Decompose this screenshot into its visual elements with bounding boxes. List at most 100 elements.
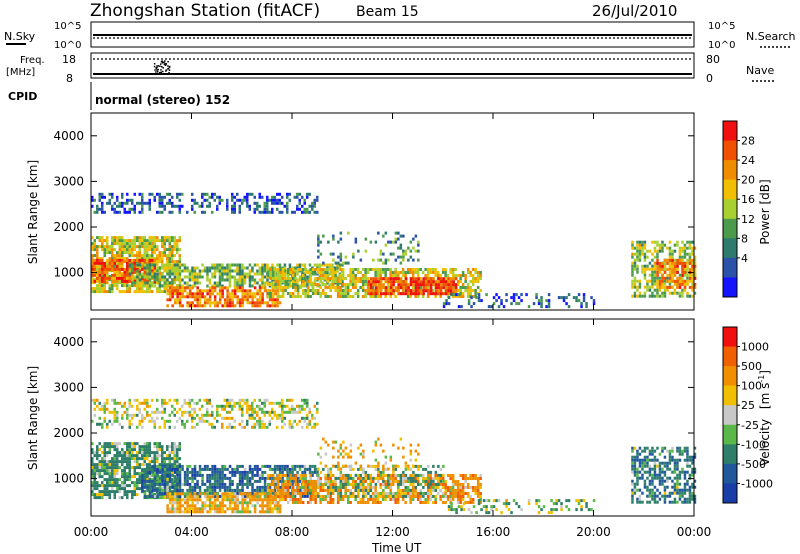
- heatmap-cell: [158, 275, 162, 279]
- heatmap-cell: [686, 252, 689, 256]
- heatmap-cell: [131, 278, 134, 282]
- heatmap-cell: [168, 498, 172, 502]
- heatmap-cell: [161, 236, 164, 240]
- heatmap-cell: [153, 475, 156, 479]
- heatmap-cell: [178, 198, 181, 202]
- heatmap-cell: [206, 289, 209, 293]
- heatmap-cell: [178, 286, 182, 290]
- heatmap-cell: [311, 268, 315, 271]
- heatmap-cell: [91, 273, 94, 277]
- heatmap-cell: [203, 482, 207, 486]
- heatmap-cell: [273, 401, 276, 405]
- heatmap-cell: [126, 478, 129, 482]
- heatmap-cell: [183, 494, 187, 498]
- heatmap-cell: [643, 270, 647, 274]
- heatmap-cell: [91, 451, 94, 455]
- heatmap-cell: [387, 277, 390, 281]
- heatmap-cell: [96, 257, 99, 261]
- heatmap-cell: [176, 239, 179, 243]
- heatmap-cell: [203, 419, 206, 423]
- heatmap-cell: [391, 286, 395, 289]
- heatmap-cell: [171, 510, 174, 514]
- heatmap-cell: [173, 451, 176, 455]
- heatmap-cell: [661, 261, 664, 265]
- heatmap-cell: [266, 263, 269, 267]
- heatmap-cell: [158, 482, 162, 486]
- heatmap-cell: [206, 476, 209, 480]
- heatmap-cell: [181, 482, 184, 486]
- heatmap-cell: [374, 295, 377, 298]
- heatmap-cell: [233, 295, 237, 299]
- heatmap-cell: [261, 501, 264, 505]
- heatmap-cell: [178, 504, 182, 508]
- heatmap-cell: [238, 510, 242, 514]
- heatmap-cell: [131, 201, 134, 205]
- heatmap-cell: [148, 454, 151, 458]
- heatmap-cell: [113, 478, 116, 482]
- heatmap-cell: [417, 286, 420, 290]
- heatmap-cell: [131, 413, 134, 417]
- heatmap-cell: [339, 277, 342, 280]
- heatmap-cell: [268, 498, 272, 502]
- heatmap-cell: [223, 404, 226, 408]
- heatmap-cell: [434, 280, 438, 284]
- heatmap-cell: [158, 257, 161, 261]
- heatmap-cell: [263, 263, 267, 267]
- heatmap-cell: [231, 482, 234, 486]
- heatmap-cell: [168, 239, 171, 243]
- heatmap-cell: [128, 267, 131, 271]
- heatmap-cell: [520, 293, 523, 297]
- heatmap-cell: [131, 496, 134, 500]
- heatmap-cell: [108, 192, 111, 196]
- heatmap-cell: [638, 258, 642, 262]
- heatmap-cell: [131, 281, 134, 285]
- heatmap-cell: [279, 498, 282, 501]
- heatmap-cell: [303, 281, 307, 285]
- heatmap-cell: [151, 451, 154, 455]
- heatmap-cell: [168, 272, 171, 276]
- heatmap-cell: [251, 488, 254, 492]
- heatmap-cell: [101, 248, 104, 252]
- heatmap-cell: [168, 275, 172, 279]
- heatmap-cell: [283, 467, 287, 471]
- heatmap-cell: [394, 271, 397, 274]
- heatmap-cell: [206, 284, 209, 288]
- heatmap-cell: [113, 413, 116, 417]
- heatmap-cell: [273, 301, 277, 305]
- heatmap-cell: [273, 410, 276, 414]
- heatmap-cell: [447, 289, 450, 293]
- heatmap-cell: [161, 491, 164, 495]
- heatmap-cell: [577, 293, 581, 297]
- heatmap-cell: [121, 245, 124, 249]
- heatmap-cell: [666, 258, 669, 262]
- heatmap-cell: [233, 284, 237, 288]
- heatmap-cell: [540, 302, 543, 306]
- heatmap-cell: [266, 266, 269, 270]
- heatmap-cell: [223, 407, 226, 411]
- heatmap-cell: [286, 470, 289, 474]
- heatmap-cell: [331, 274, 335, 277]
- heatmap-cell: [268, 422, 271, 426]
- heatmap-cell: [96, 290, 99, 294]
- heatmap-cell: [678, 279, 682, 283]
- heatmap-cell: [671, 279, 674, 283]
- heatmap-cell: [211, 289, 214, 293]
- heatmap-cell: [238, 204, 241, 208]
- heatmap-cell: [153, 195, 156, 199]
- heatmap-cell: [243, 398, 246, 402]
- heatmap-cell: [376, 274, 380, 277]
- heatmap-cell: [226, 272, 229, 276]
- heatmap-cell: [461, 283, 465, 286]
- heatmap-cell: [422, 280, 425, 284]
- heatmap-cell: [271, 410, 274, 414]
- heatmap-cell: [221, 467, 224, 471]
- heatmap-cell: [273, 201, 276, 205]
- heatmap-cell: [123, 207, 126, 211]
- heatmap-cell: [656, 240, 659, 244]
- heatmap-cell: [98, 287, 101, 291]
- heatmap-cell: [372, 280, 375, 284]
- heatmap-cell: [178, 210, 181, 214]
- heatmap-cell: [106, 466, 109, 470]
- heatmap-cell: [141, 257, 144, 261]
- heatmap-cell: [216, 407, 219, 411]
